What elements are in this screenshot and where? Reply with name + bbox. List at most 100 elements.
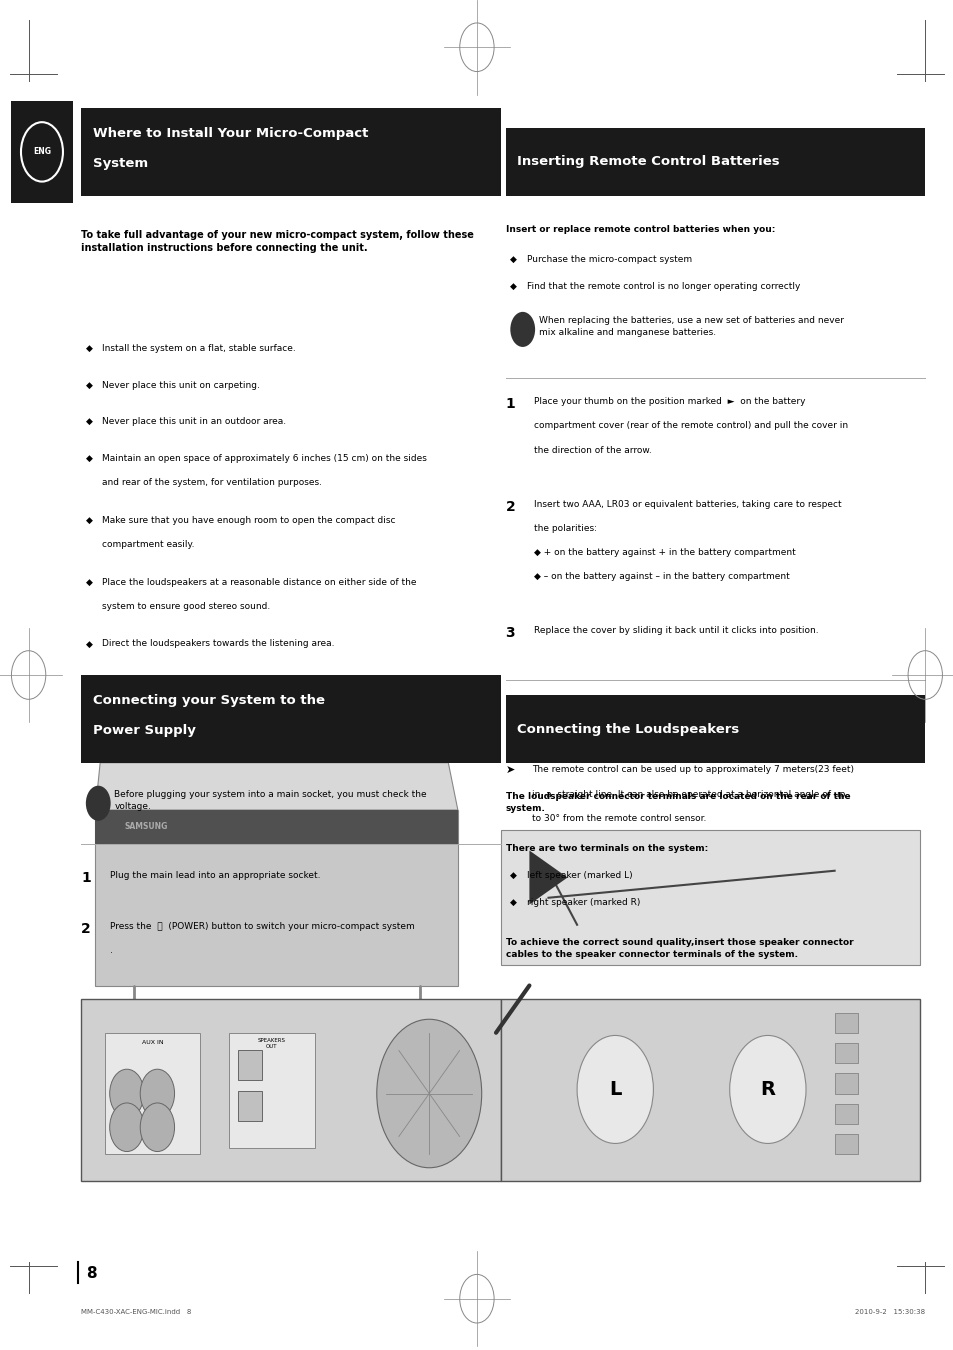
FancyBboxPatch shape (500, 830, 920, 965)
Text: ◆: ◆ (86, 516, 92, 525)
FancyBboxPatch shape (238, 1050, 262, 1080)
Circle shape (729, 1035, 805, 1143)
Text: the direction of the arrow.: the direction of the arrow. (534, 446, 651, 455)
Text: ENG: ENG (33, 147, 51, 157)
Text: To take full advantage of your new micro-compact system, follow these
installati: To take full advantage of your new micro… (81, 230, 474, 252)
Text: batteries to prevent corrosion.: batteries to prevent corrosion. (532, 725, 670, 734)
Text: Make sure that you have enough room to open the compact disc: Make sure that you have enough room to o… (102, 516, 395, 525)
Text: Where to Install Your Micro-Compact: Where to Install Your Micro-Compact (92, 127, 368, 140)
Text: left speaker (marked L): left speaker (marked L) (526, 871, 632, 880)
Circle shape (110, 1069, 144, 1118)
Text: Never place this unit on carpeting.: Never place this unit on carpeting. (102, 381, 259, 390)
Text: to 30° from the remote control sensor.: to 30° from the remote control sensor. (532, 814, 706, 824)
Text: ➤: ➤ (505, 701, 515, 710)
Polygon shape (529, 850, 567, 904)
Text: ◆: ◆ (86, 381, 92, 390)
Circle shape (86, 786, 111, 821)
Text: 8: 8 (86, 1265, 96, 1281)
Text: ◆ + on the battery against + in the battery compartment: ◆ + on the battery against + in the batt… (534, 548, 795, 558)
FancyBboxPatch shape (11, 101, 73, 202)
Circle shape (140, 1103, 174, 1152)
Text: AUX IN: AUX IN (142, 1040, 163, 1045)
FancyBboxPatch shape (81, 108, 500, 196)
Text: Replace the cover by sliding it back until it clicks into position.: Replace the cover by sliding it back unt… (534, 626, 818, 636)
Circle shape (376, 1019, 481, 1168)
Text: 3: 3 (505, 626, 515, 640)
Text: Place the loudspeakers at a reasonable distance on either side of the: Place the loudspeakers at a reasonable d… (102, 578, 416, 586)
Text: ◆: ◆ (86, 640, 92, 648)
Text: ◆: ◆ (510, 871, 517, 880)
Text: ◆: ◆ (510, 282, 517, 292)
Text: For optimum performance, make sure that both speakers are placed at: For optimum performance, make sure that … (102, 676, 424, 684)
FancyBboxPatch shape (95, 810, 457, 986)
Text: ◆: ◆ (510, 255, 517, 265)
Text: Plug the main lead into an appropriate socket.: Plug the main lead into an appropriate s… (110, 871, 320, 880)
Text: L: L (608, 1080, 620, 1099)
Text: 1: 1 (505, 397, 515, 410)
Text: and rear of the system, for ventilation purposes.: and rear of the system, for ventilation … (102, 478, 322, 487)
Polygon shape (95, 763, 457, 810)
FancyBboxPatch shape (505, 128, 924, 196)
Text: SAMSUNG: SAMSUNG (124, 822, 167, 830)
Text: ◆: ◆ (86, 676, 92, 684)
Text: ◆ – on the battery against – in the battery compartment: ◆ – on the battery against – in the batt… (534, 572, 789, 582)
Text: Place your thumb on the position marked  ►  on the battery: Place your thumb on the position marked … (534, 397, 805, 406)
Text: Install the system on a flat, stable surface.: Install the system on a flat, stable sur… (102, 344, 295, 354)
Text: Insert or replace remote control batteries when you:: Insert or replace remote control batteri… (505, 225, 774, 235)
Text: Power Supply: Power Supply (92, 724, 195, 737)
Text: right speaker (marked R): right speaker (marked R) (526, 898, 639, 907)
FancyBboxPatch shape (81, 675, 500, 763)
Text: To achieve the correct sound quality,insert those speaker connector
cables to th: To achieve the correct sound quality,ins… (505, 938, 852, 958)
Circle shape (510, 312, 535, 347)
Text: 2: 2 (505, 500, 515, 513)
FancyBboxPatch shape (834, 1012, 858, 1033)
FancyBboxPatch shape (834, 1134, 858, 1154)
FancyBboxPatch shape (95, 810, 457, 844)
Text: ◆: ◆ (86, 417, 92, 427)
Text: ◆: ◆ (510, 898, 517, 907)
Text: compartment easily.: compartment easily. (102, 540, 194, 549)
Text: ◆: ◆ (86, 578, 92, 586)
Text: Connecting your System to the: Connecting your System to the (92, 694, 324, 707)
Text: 2: 2 (81, 922, 91, 936)
Text: compartment cover (rear of the remote control) and pull the cover in: compartment cover (rear of the remote co… (534, 421, 847, 431)
Circle shape (577, 1035, 653, 1143)
FancyBboxPatch shape (834, 1104, 858, 1123)
Text: System: System (92, 157, 148, 170)
Text: 2010-9-2   15:30:38: 2010-9-2 15:30:38 (854, 1310, 924, 1315)
Text: 1: 1 (81, 871, 91, 884)
Text: Direct the loudspeakers towards the listening area.: Direct the loudspeakers towards the list… (102, 640, 335, 648)
FancyBboxPatch shape (81, 999, 500, 1181)
Text: the polarities:: the polarities: (534, 524, 597, 533)
Text: Before plugging your system into a main socket, you must check the
voltage.: Before plugging your system into a main … (114, 790, 427, 810)
Text: Purchase the micro-compact system: Purchase the micro-compact system (526, 255, 691, 265)
Text: Find that the remote control is no longer operating correctly: Find that the remote control is no longe… (526, 282, 799, 292)
Text: The loudspeaker connector terminals are located on the rear of the
system.: The loudspeaker connector terminals are … (505, 792, 849, 813)
Text: ➤: ➤ (505, 765, 515, 775)
Text: in  a  straight line. It can also be operated at a horizontal angle of up: in a straight line. It can also be opera… (532, 790, 844, 799)
Text: Maintain an open space of approximately 6 inches (15 cm) on the sides: Maintain an open space of approximately … (102, 454, 427, 463)
Text: system to ensure good stereo sound.: system to ensure good stereo sound. (102, 602, 270, 610)
Text: ◆: ◆ (86, 344, 92, 354)
Text: an equal distance above the floor.: an equal distance above the floor. (102, 701, 256, 709)
Text: The remote control can be used up to approximately 7 meters(23 feet): The remote control can be used up to app… (532, 765, 853, 775)
FancyBboxPatch shape (238, 1091, 262, 1120)
FancyBboxPatch shape (105, 1033, 200, 1154)
Text: If you will not be using the remote control for a long time, remove the: If you will not be using the remote cont… (532, 701, 850, 710)
Text: MM-C430-XAC-ENG-MIC.indd   8: MM-C430-XAC-ENG-MIC.indd 8 (81, 1310, 192, 1315)
Text: R: R (760, 1080, 775, 1099)
Text: There are two terminals on the system:: There are two terminals on the system: (505, 844, 707, 853)
FancyBboxPatch shape (229, 1033, 314, 1148)
Text: When replacing the batteries, use a new set of batteries and never
mix alkaline : When replacing the batteries, use a new … (538, 316, 843, 336)
FancyBboxPatch shape (834, 1042, 858, 1064)
FancyBboxPatch shape (505, 695, 924, 763)
FancyBboxPatch shape (500, 999, 920, 1181)
FancyBboxPatch shape (834, 1073, 858, 1094)
Text: Press the  ⏻  (POWER) button to switch your micro-compact system: Press the ⏻ (POWER) button to switch you… (110, 922, 414, 931)
Circle shape (110, 1103, 144, 1152)
Circle shape (140, 1069, 174, 1118)
Text: .: . (110, 946, 112, 956)
Text: Never place this unit in an outdoor area.: Never place this unit in an outdoor area… (102, 417, 286, 427)
Text: ◆: ◆ (86, 454, 92, 463)
Text: Connecting the Loudspeakers: Connecting the Loudspeakers (517, 722, 739, 736)
